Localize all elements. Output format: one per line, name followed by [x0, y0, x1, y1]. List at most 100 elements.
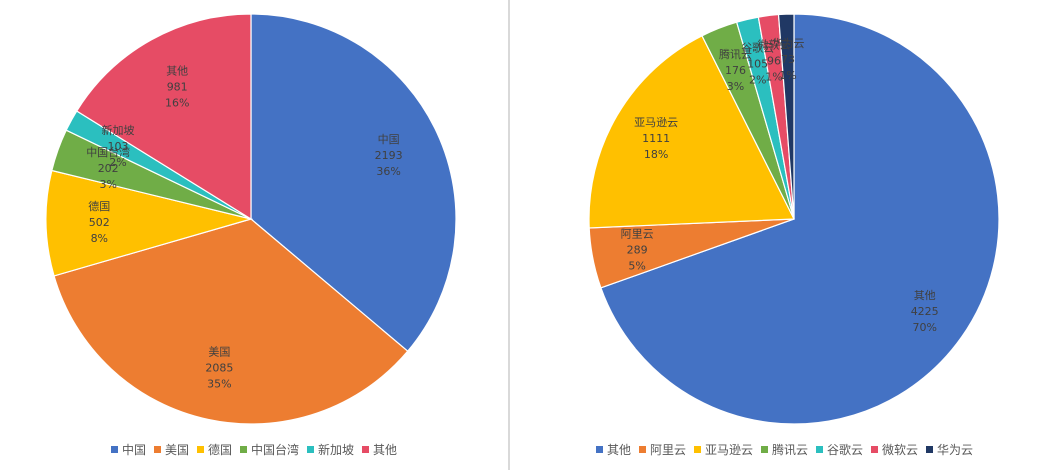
- country-legend-item-5: 其他: [362, 441, 397, 458]
- country-percent-label-4: 2%: [109, 156, 126, 169]
- country-category-label-0: 中国: [378, 133, 400, 146]
- cloud-value-label-0: 4225: [911, 305, 939, 318]
- cloud-legend-label-1: 阿里云: [649, 443, 686, 457]
- cloud-category-label-0: 其他: [914, 289, 936, 302]
- country-legend-label-2: 德国: [207, 443, 232, 457]
- country-legend-swatch-1: [153, 446, 161, 453]
- country-value-label-3: 202: [98, 162, 119, 175]
- country-data-label-4: 新加坡 103 2%: [102, 123, 135, 169]
- country-percent-label-0: 36%: [376, 165, 400, 178]
- cloud-legend-swatch-0: [595, 446, 603, 453]
- country-category-label-1: 美国: [208, 345, 230, 358]
- cloud-legend-item-1: 阿里云: [638, 441, 686, 458]
- cloud-legend-swatch-6: [926, 446, 934, 453]
- cloud-percent-label-6: 1%: [779, 69, 796, 82]
- cloud-value-label-6: 73: [781, 53, 795, 66]
- country-slice-1: [53, 218, 409, 425]
- cloud-legend-swatch-4: [816, 446, 823, 453]
- cloud-value-label-5: 96: [767, 54, 781, 67]
- country-legend-swatch-2: [196, 446, 204, 453]
- country-slice-0: [250, 13, 457, 353]
- country-category-label-5: 其他: [166, 65, 188, 78]
- cloud-data-label-0: 其他 4225 70%: [911, 289, 939, 334]
- country-value-label-2: 502: [89, 216, 110, 229]
- cloud-provider-pie-chart: 其他 4225 70% 阿里云 289 5% 亚马逊云 1111 18% 腾讯云 176 3% 谷歌云 1…: [510, 0, 1059, 470]
- country-pie-svg: 中国 2193 36% 美国 2085 35% 德国 502 8% 中国台湾 202 3% 新加坡 103…: [45, 13, 457, 425]
- cloud-legend-item-5: 微软云: [871, 441, 918, 458]
- cloud-category-label-6: 华为云: [772, 36, 805, 50]
- cloud-data-label-3: 腾讯云 176 3%: [719, 47, 752, 93]
- country-legend: 中国 美国 德国 中国台湾 新加坡 其他: [0, 441, 508, 458]
- country-legend-label-5: 其他: [373, 443, 398, 457]
- cloud-percent-label-5: 1%: [765, 70, 782, 83]
- country-legend-label-4: 新加坡: [318, 443, 355, 457]
- country-percent-label-1: 35%: [207, 377, 231, 390]
- cloud-legend-item-3: 腾讯云: [760, 441, 808, 458]
- country-legend-label-0: 中国: [121, 443, 146, 457]
- cloud-provider-legend: 其他 阿里云 亚马逊云 腾讯云 谷歌云 微软云 华为云: [510, 441, 1059, 458]
- country-legend-swatch-5: [362, 446, 370, 453]
- country-legend-item-0: 中国: [110, 441, 146, 458]
- cloud-category-label-4: 谷歌云: [741, 40, 774, 54]
- country-data-label-0: 中国 2193 36%: [375, 133, 403, 178]
- country-percent-label-2: 8%: [91, 232, 108, 245]
- country-percent-label-5: 16%: [165, 97, 189, 110]
- country-legend-swatch-3: [240, 446, 247, 453]
- country-category-label-3: 中国台湾: [86, 145, 130, 159]
- cloud-legend-item-2: 亚马逊云: [693, 441, 753, 458]
- cloud-legend-swatch-2: [693, 446, 701, 453]
- cloud-percent-label-4: 2%: [749, 73, 766, 86]
- country-legend-item-2: 德国: [196, 441, 232, 458]
- cloud-value-label-4: 105: [747, 57, 768, 70]
- country-legend-item-3: 中国台湾: [240, 441, 299, 458]
- country-data-label-3: 中国台湾 202 3%: [86, 145, 130, 191]
- cloud-percent-label-2: 18%: [644, 148, 668, 161]
- cloud-percent-label-1: 5%: [628, 260, 645, 273]
- country-legend-label-3: 中国台湾: [251, 443, 300, 457]
- country-legend-item-1: 美国: [153, 441, 189, 458]
- cloud-legend-label-4: 谷歌云: [827, 443, 864, 457]
- country-data-label-1: 美国 2085 35%: [205, 345, 233, 390]
- cloud-category-label-5: 微软云: [758, 37, 791, 51]
- cloud-percent-label-3: 3%: [727, 80, 744, 93]
- cloud-legend-swatch-1: [638, 446, 646, 453]
- country-value-label-0: 2193: [375, 149, 403, 162]
- cloud-legend-swatch-3: [760, 446, 768, 453]
- cloud-legend-item-6: 华为云: [926, 441, 973, 458]
- cloud-legend-item-0: 其他: [595, 441, 631, 458]
- country-legend-swatch-0: [110, 446, 118, 453]
- cloud-legend-swatch-5: [871, 446, 879, 453]
- chart-divider: [508, 0, 510, 470]
- country-legend-item-4: 新加坡: [307, 441, 354, 458]
- cloud-data-label-6: 华为云 73 1%: [772, 36, 805, 82]
- cloud-percent-label-0: 70%: [912, 321, 936, 334]
- country-category-label-2: 德国: [88, 199, 110, 213]
- cloud-value-label-1: 289: [627, 244, 648, 257]
- cloud-category-label-1: 阿里云: [621, 228, 654, 241]
- cloud-value-label-2: 1111: [642, 132, 670, 145]
- country-value-label-4: 103: [108, 140, 129, 153]
- country-value-label-5: 981: [167, 81, 188, 94]
- country-category-label-4: 新加坡: [102, 123, 135, 137]
- country-data-label-2: 德国 502 8%: [88, 199, 110, 245]
- country-slice-2: [45, 169, 254, 277]
- cloud-data-label-4: 谷歌云 105 2%: [741, 40, 774, 86]
- cloud-legend-item-4: 谷歌云: [816, 441, 863, 458]
- cloud-legend-label-3: 腾讯云: [771, 443, 808, 457]
- cloud-category-label-2: 亚马逊云: [634, 116, 678, 129]
- cloud-legend-label-6: 华为云: [937, 443, 974, 457]
- cloud-legend-label-5: 微软云: [882, 443, 919, 457]
- cloud-legend-label-2: 亚马逊云: [704, 443, 753, 457]
- cloud-legend-label-0: 其他: [606, 443, 631, 457]
- cloud-category-label-3: 腾讯云: [719, 47, 752, 61]
- cloud-slice-0: [600, 13, 1000, 425]
- cloud-slice-2: [588, 35, 795, 229]
- country-legend-label-1: 美国: [164, 443, 189, 457]
- country-pie-chart: 中国 2193 36% 美国 2085 35% 德国 502 8% 中国台湾 202 3% 新加坡 103…: [0, 0, 508, 470]
- cloud-data-label-5: 微软云 96 1%: [758, 37, 791, 83]
- cloud-value-label-3: 176: [725, 64, 746, 77]
- country-slice-5: [75, 13, 252, 221]
- cloud-provider-pie-svg: 其他 4225 70% 阿里云 289 5% 亚马逊云 1111 18% 腾讯云 176 3% 谷歌云 1…: [588, 13, 1000, 425]
- cloud-data-label-1: 阿里云 289 5%: [621, 228, 654, 273]
- cloud-slice-6: [777, 13, 795, 220]
